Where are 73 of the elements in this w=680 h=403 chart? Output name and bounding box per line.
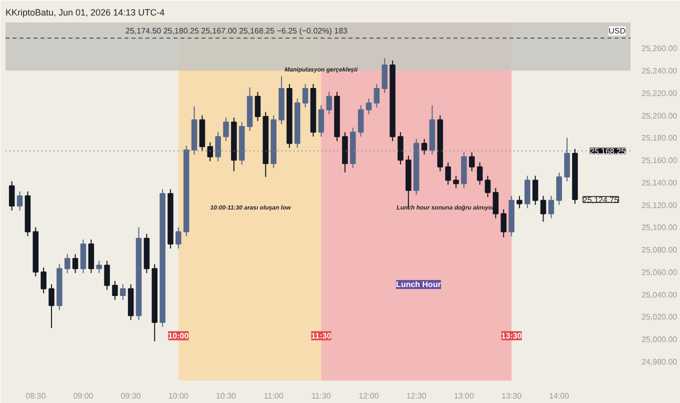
candlestick <box>358 104 364 138</box>
y-tick-label: 25,260.00 <box>642 44 678 54</box>
x-tick-label: 13:30 <box>502 392 522 400</box>
y-tick-label: 25,100.00 <box>642 223 678 232</box>
candlestick <box>453 175 459 189</box>
chart-title: KKriptoBatu, Jun 01, 2026 14:13 UTC-4 <box>6 8 165 18</box>
candlestick <box>500 208 506 238</box>
x-tick-label: 09:30 <box>120 392 142 400</box>
annotation: 13:30 <box>501 331 522 340</box>
candlestick <box>48 284 54 328</box>
candlestick <box>176 226 182 249</box>
y-tick-label: 25,220.00 <box>642 88 678 98</box>
y-tick-label: 25,200.00 <box>642 111 678 120</box>
candlestick <box>524 175 530 209</box>
annotation: Lunch Hour <box>396 280 441 289</box>
y-tick-label: 25,000.00 <box>642 335 678 344</box>
ref-line-label: 25,168.25 <box>590 146 626 156</box>
candlestick <box>318 104 324 138</box>
candlestick <box>104 260 110 290</box>
x-tick-label: 13:00 <box>454 392 474 400</box>
candlestick <box>207 142 214 162</box>
y-tick-label: 25,240.00 <box>642 66 678 76</box>
y-tick-label: 25,040.00 <box>642 290 678 300</box>
x-tick-label: 09:00 <box>73 392 94 400</box>
candlestick <box>254 91 261 122</box>
x-tick-label: 12:00 <box>358 392 380 400</box>
annotation: 10:00 <box>168 331 190 340</box>
text: 25,174.50 25,180.25 25,167.00 25,168.25 −6.25 (−0.02%) 183 <box>126 26 348 36</box>
x-tick-label: 12:30 <box>406 392 427 400</box>
y-tick-label: 24,980.00 <box>642 357 678 366</box>
candlestick <box>548 195 554 219</box>
y-tick-label: 25,120.00 <box>642 200 678 210</box>
y-tick-label: 25,140.00 <box>642 178 678 188</box>
candlestick <box>223 117 229 142</box>
candlestick <box>40 267 46 294</box>
candlestick <box>540 195 546 222</box>
candlestick <box>8 180 15 211</box>
candlestick <box>72 254 78 274</box>
x-tick-label: 11:00 <box>264 392 284 400</box>
candlestick <box>374 84 380 108</box>
candlestick <box>215 132 221 162</box>
candlestick <box>326 91 332 115</box>
candlestick <box>492 188 499 219</box>
candlestick <box>120 284 126 300</box>
y-tick-label: 25,020.00 <box>642 312 678 322</box>
candlestick <box>516 195 522 209</box>
x-tick-label: 08:30 <box>26 392 46 400</box>
candlestick <box>382 58 388 94</box>
y-tick-label: 25,160.00 <box>642 156 678 166</box>
x-tick-label: 10:30 <box>216 392 237 400</box>
candlestick <box>302 84 308 108</box>
candlestick <box>445 162 451 186</box>
candlestick <box>96 260 102 274</box>
candlestick <box>564 137 570 182</box>
candlestick <box>16 190 23 211</box>
y-tick-label: 25,180.00 <box>642 134 678 143</box>
x-tick-label: 10:00 <box>168 392 189 400</box>
x-tick-label: 11:30 <box>311 392 332 400</box>
candlestick <box>468 152 475 172</box>
candlestick <box>532 175 538 206</box>
candlestick <box>556 172 562 206</box>
candlestick <box>64 254 70 274</box>
annotation: 11:30 <box>311 331 332 340</box>
y-tick-label: 25,080.00 <box>642 246 678 255</box>
y-axis-title: USD <box>608 26 626 36</box>
y-tick-label: 25,060.00 <box>642 268 678 277</box>
candlestick <box>112 280 118 300</box>
candlestick <box>366 98 372 115</box>
candlestick <box>421 138 428 156</box>
candlestick <box>398 132 404 166</box>
candlestick <box>476 162 483 186</box>
candlestick <box>484 175 491 198</box>
x-tick-label: 14:00 <box>549 392 570 400</box>
